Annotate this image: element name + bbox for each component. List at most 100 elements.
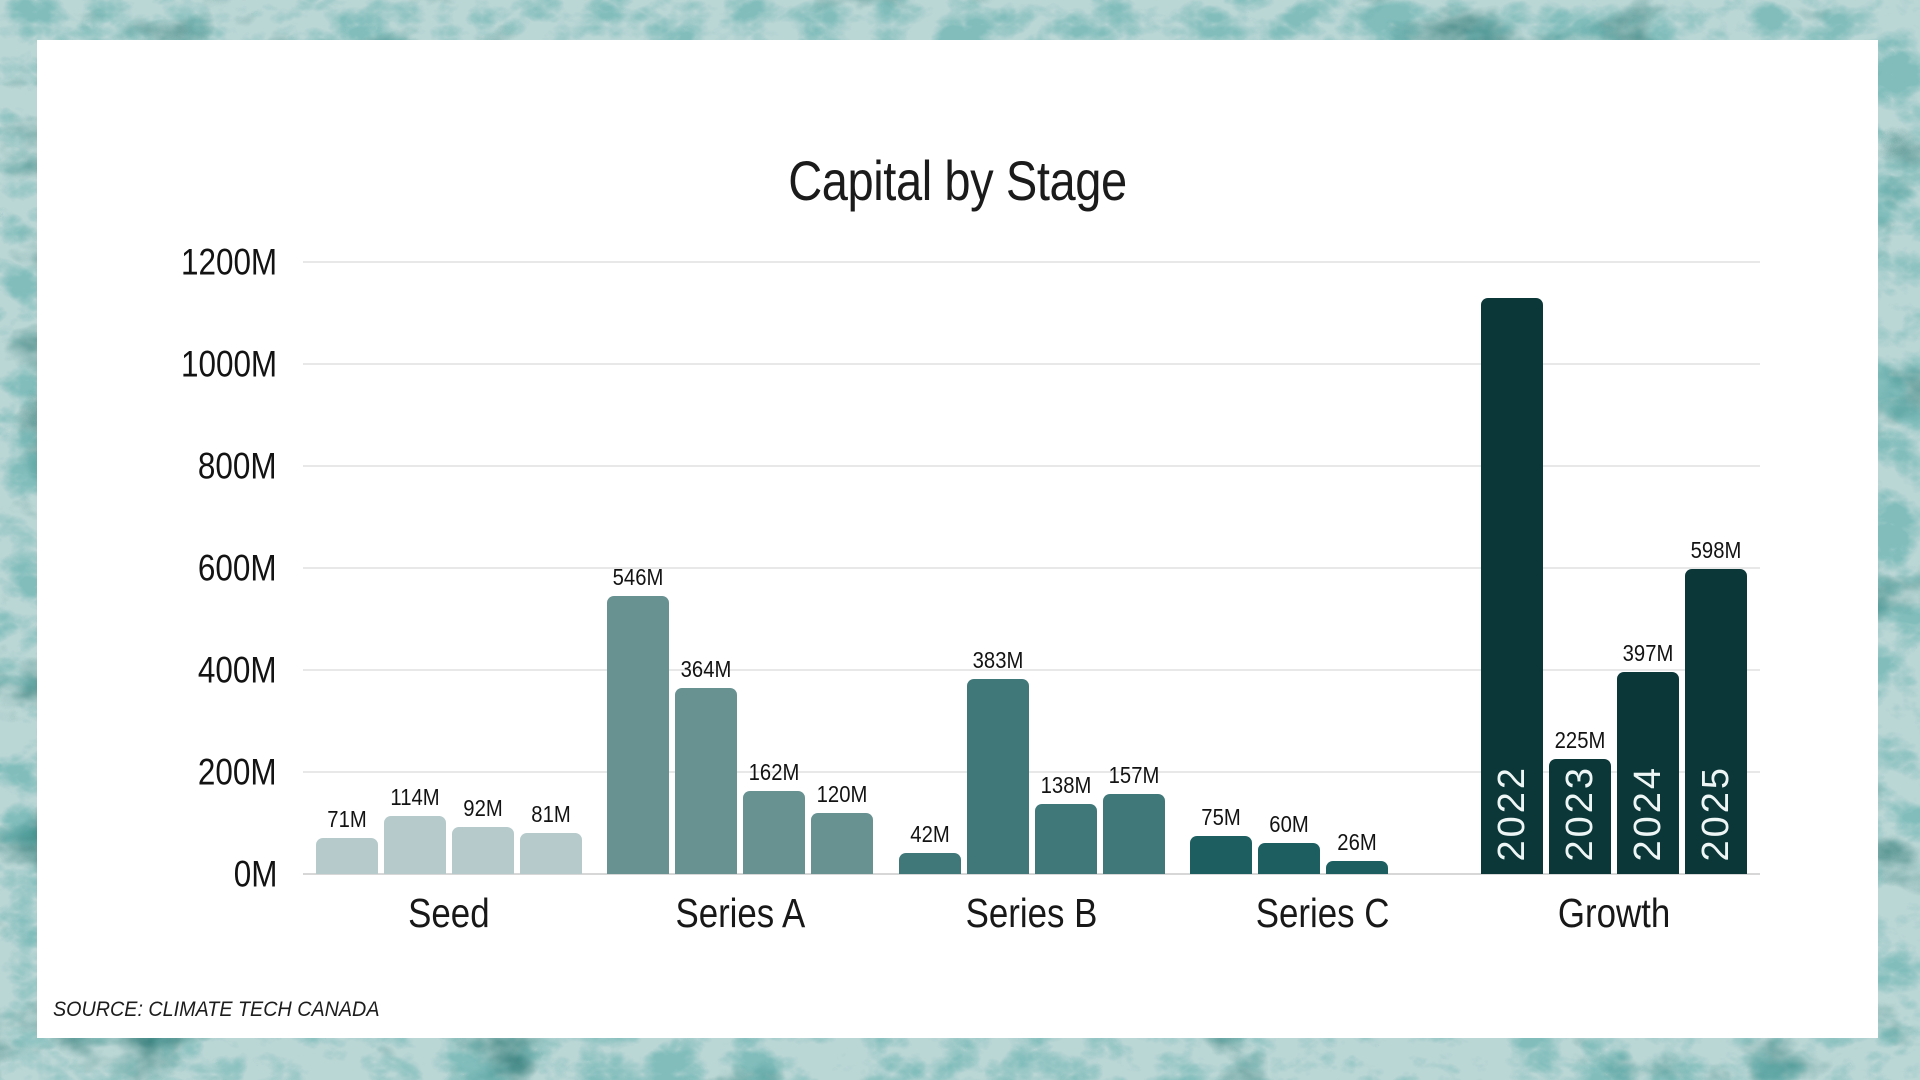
bar: 81M (519, 802, 582, 874)
bar-value-label: 397M (1623, 639, 1674, 666)
category-label-text: Series A (675, 890, 806, 936)
bar-value-label: 92M (463, 795, 503, 822)
bar-slot: 71M (315, 262, 378, 874)
bar-slot: 2022 (1481, 262, 1544, 874)
bar-slot: 138M (1034, 262, 1097, 874)
bar: 397M 2024 (1617, 641, 1680, 874)
y-tick-label: 800M (198, 445, 277, 487)
bar: 2022 (1481, 297, 1544, 874)
bar-year-label: 2025 (1695, 765, 1738, 862)
gridline (303, 669, 1760, 672)
category-label: Series B (886, 890, 1177, 937)
bar-slot: 598M 2025 (1685, 262, 1748, 874)
bar-year-label: 2023 (1559, 765, 1602, 862)
bar-slot: 114M (383, 262, 446, 874)
y-tick-label: 600M (198, 547, 277, 589)
category-label: Seed (303, 890, 594, 937)
bar: 138M (1034, 773, 1097, 874)
bar: 546M (607, 565, 670, 874)
bar: 71M (315, 807, 378, 874)
gridline (303, 465, 1760, 468)
bar-group: 71M 114M 92M 81M (303, 262, 594, 874)
bar-group: 2022 225M 2023 397M 2024 598M 2025 (1469, 262, 1760, 874)
bar-value-label: 364M (680, 656, 732, 683)
bar-value-label: 120M (816, 780, 868, 807)
bar-slot: 26M (1325, 262, 1388, 874)
source-note-text: SOURCE: CLIMATE TECH CANADA (53, 998, 380, 1021)
bar-value-label: 162M (748, 759, 800, 786)
bar-slot: 157M (1102, 262, 1165, 874)
gridline (303, 873, 1760, 875)
bar-value-label: 42M (909, 820, 950, 847)
bar-slot: 81M (519, 262, 582, 874)
bar-value-label: 26M (1337, 828, 1377, 855)
chart-title: Capital by Stage (37, 148, 1878, 213)
y-tick-label: 200M (198, 751, 277, 793)
bar-slot: 546M (607, 262, 670, 874)
y-tick-label: 400M (198, 649, 277, 691)
bar-group: 42M 383M 138M 157M (886, 262, 1177, 874)
bar: 60M (1257, 813, 1320, 874)
bar-value-label: 157M (1108, 761, 1159, 788)
bar-value-label: 383M (972, 646, 1023, 673)
category-label-text: Series B (965, 890, 1098, 936)
bar: 157M (1102, 763, 1165, 874)
bar-groups: 71M 114M 92M 81M 546M 364M 162M 120M 42M 383M 138M… (303, 262, 1760, 874)
source-note: SOURCE: CLIMATE TECH CANADA (53, 998, 400, 1022)
bar-slot: 397M 2024 (1617, 262, 1680, 874)
y-tick-label: 1000M (180, 343, 277, 385)
bar-value-label: 225M (1555, 727, 1606, 754)
bar-slot: 42M (898, 262, 961, 874)
bar-slot: 120M (811, 262, 874, 874)
bar: 225M 2023 (1549, 729, 1612, 874)
bar-slot: 75M (1189, 262, 1252, 874)
bar: 26M (1325, 830, 1388, 874)
bar: 383M (966, 648, 1029, 874)
bar: 120M (811, 782, 874, 874)
bar-year-labelbox: 2023 (1549, 765, 1611, 862)
category-label: Series C (1177, 890, 1468, 937)
bar-value-label: 71M (327, 805, 367, 832)
x-axis-labels: Seed Series A Series B Series C Growth (303, 890, 1760, 937)
category-label-text: Seed (407, 890, 490, 936)
bar-year-labelbox: 2024 (1617, 765, 1679, 862)
bar-value-label: 598M (1691, 537, 1742, 564)
bar: 598M 2025 (1685, 539, 1748, 874)
bar-year-labelbox: 2022 (1481, 765, 1543, 862)
gridline (303, 771, 1760, 774)
bar-year-label: 2022 (1491, 765, 1534, 862)
bar-year-label: 2024 (1627, 765, 1670, 862)
category-label: Growth (1469, 890, 1760, 937)
bar-slot: 60M (1257, 262, 1320, 874)
bar-year-labelbox: 2025 (1685, 765, 1747, 862)
gridline (303, 363, 1760, 365)
bar: 364M (675, 658, 738, 874)
bar: 92M (451, 797, 514, 874)
chart-card: Capital by Stage 0M 200M 400M 600M 800M 1000M… (37, 40, 1878, 1038)
gridline (303, 567, 1760, 569)
bar-slot: 225M 2023 (1549, 262, 1612, 874)
category-label-text: Series C (1256, 890, 1390, 936)
bar-value-label: 114M (390, 783, 440, 810)
gridline (303, 261, 1760, 263)
bar-value-label: 81M (531, 800, 571, 827)
bar: 162M (743, 761, 806, 874)
category-label-text: Growth (1558, 890, 1671, 936)
plot-area: 0M 200M 400M 600M 800M 1000M 1200M 71M 114M 92M 81… (181, 244, 1760, 893)
y-tick-label: 0M (233, 853, 277, 895)
bar-value-label: 546M (612, 563, 664, 590)
bar-slot: 162M (743, 262, 806, 874)
chart-title-text: Capital by Stage (788, 149, 1127, 212)
category-label: Series A (594, 890, 885, 937)
y-tick-label: 1200M (180, 241, 277, 283)
bar-slot: 364M (675, 262, 738, 874)
bar-group: 75M 60M 26M (1177, 262, 1468, 874)
bar-slot: 92M (451, 262, 514, 874)
bar: 42M (898, 822, 961, 874)
bar-value-label: 75M (1201, 803, 1241, 830)
bar-slot (1394, 262, 1456, 874)
bar-group: 546M 364M 162M 120M (594, 262, 885, 874)
bar: 75M (1189, 805, 1252, 874)
bar-value-label: 138M (1040, 771, 1091, 798)
